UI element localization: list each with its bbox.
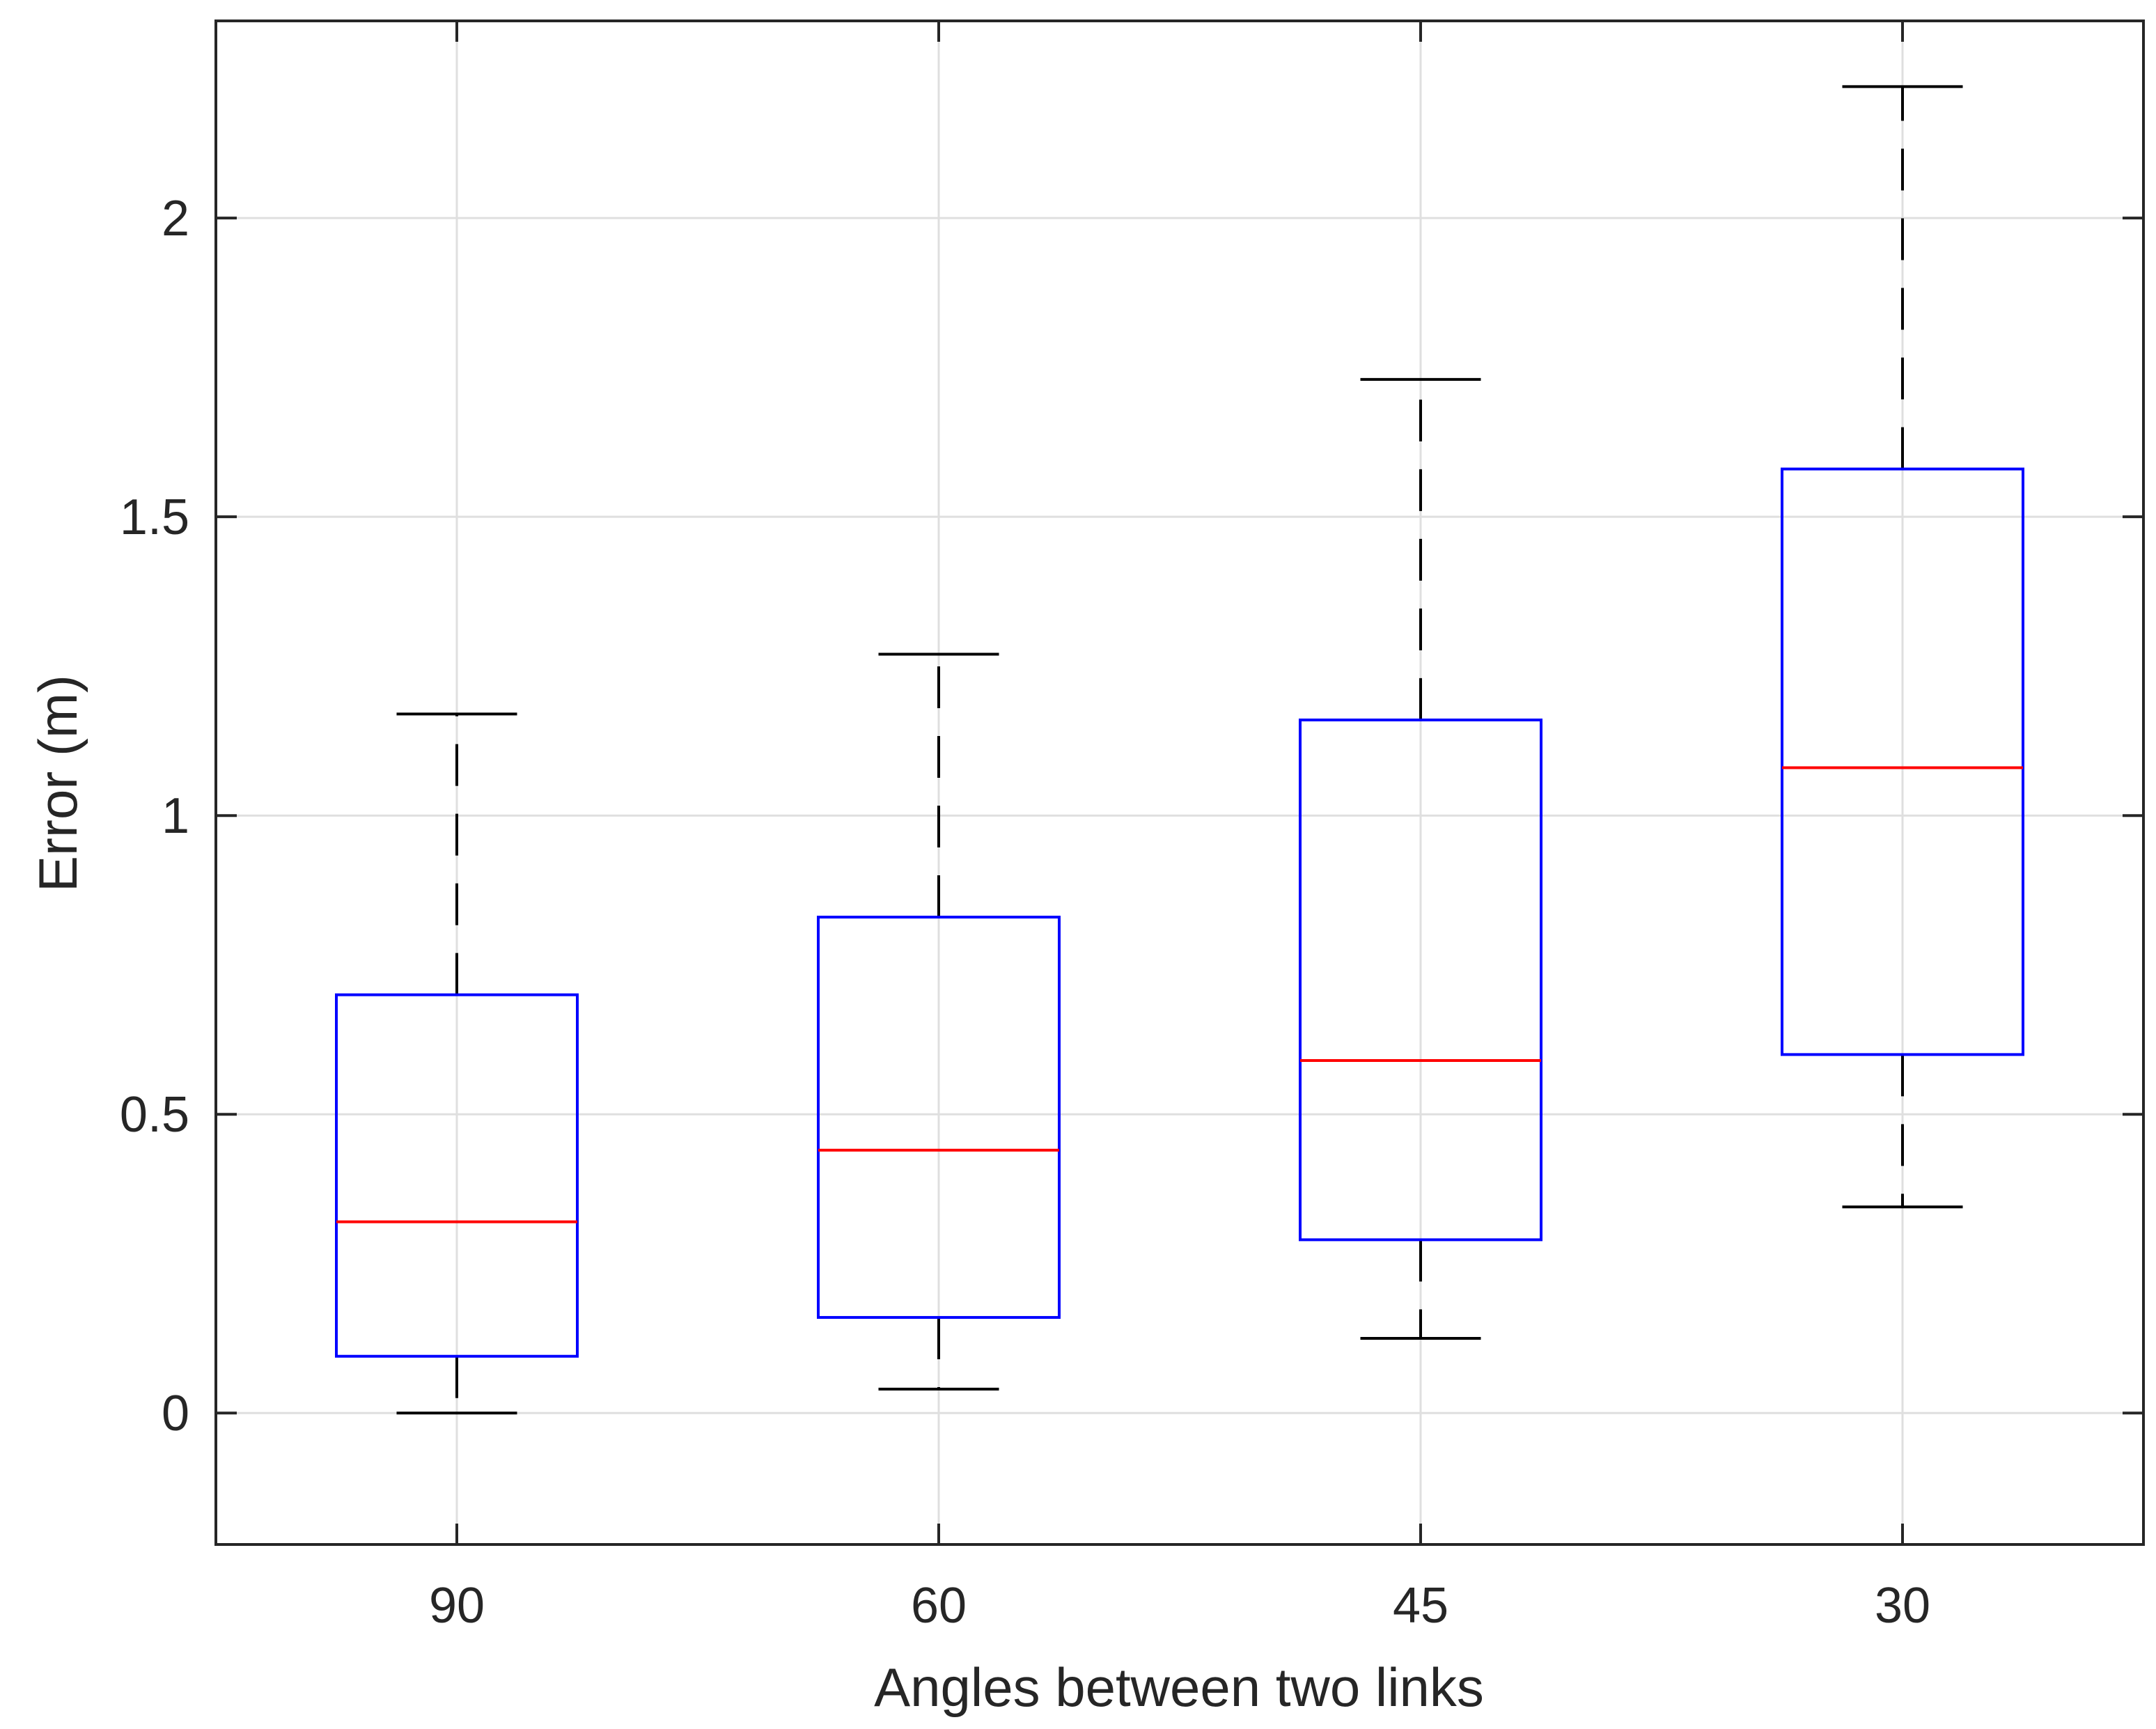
- box-60: [817, 916, 1061, 1319]
- box-group-30: [1781, 85, 2024, 1209]
- box-plots: [335, 85, 2024, 1415]
- x-tick-label-60: 60: [911, 1578, 967, 1634]
- box-45: [1299, 718, 1542, 1242]
- axes-frame: [214, 19, 2145, 1546]
- box-group-45: [1299, 377, 1542, 1340]
- axes: [214, 19, 2145, 1546]
- box-group-90: [335, 712, 579, 1415]
- y-tick-label-0: 0: [162, 1386, 189, 1441]
- box-90: [335, 993, 579, 1358]
- y-tick-label-4: 2: [162, 191, 189, 247]
- y-tick-label-3: 1.5: [120, 490, 189, 545]
- x-tick-label-90: 90: [429, 1578, 485, 1634]
- x-tick-label-30: 30: [1875, 1578, 1930, 1634]
- y-tick-label-1: 0.5: [120, 1087, 189, 1143]
- box-30: [1781, 467, 2024, 1056]
- tick-labels: 0 0.5 1 1.5 2 90 60 45 30: [120, 191, 1930, 1634]
- x-axis-title: Angles between two links: [874, 1657, 1484, 1718]
- y-tick-label-2: 1: [162, 788, 189, 844]
- x-tick-label-45: 45: [1393, 1578, 1448, 1634]
- y-axis-title: Error (m): [27, 675, 88, 892]
- box-group-60: [817, 652, 1061, 1391]
